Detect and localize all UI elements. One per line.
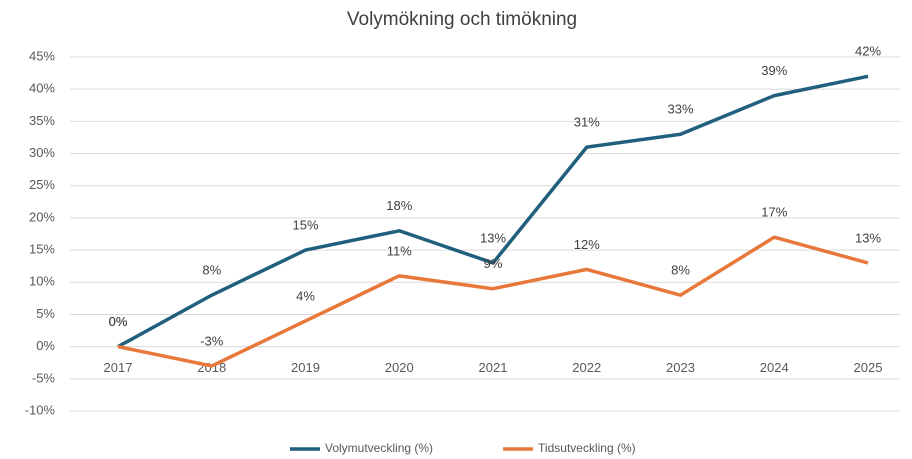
data-label: 11%: [387, 243, 412, 258]
data-label: 15%: [292, 218, 318, 233]
data-label: -3%: [200, 333, 224, 348]
data-label: 8%: [202, 263, 221, 278]
y-tick-label: 40%: [29, 81, 55, 96]
series-line: [117, 235, 869, 368]
data-label: 12%: [574, 237, 600, 252]
y-tick-label: 0%: [36, 338, 55, 353]
data-label: 18%: [386, 198, 412, 213]
legend-label: Tidsutveckling (%): [538, 441, 636, 455]
y-tick-label: 45%: [29, 48, 55, 63]
data-label: 33%: [667, 102, 693, 117]
x-tick-label: 2019: [291, 360, 320, 375]
data-label: 0%: [109, 314, 128, 329]
x-tick-label: 2017: [104, 360, 133, 375]
x-tick-label: 2023: [666, 360, 695, 375]
y-tick-label: 25%: [29, 177, 55, 192]
x-tick-label: 2021: [479, 360, 508, 375]
x-tick-label: 2020: [385, 360, 414, 375]
data-label: 39%: [761, 63, 787, 78]
y-tick-label: -5%: [32, 370, 56, 385]
y-tick-label: 10%: [29, 274, 55, 289]
data-label: 42%: [855, 44, 881, 59]
y-tick-label: 20%: [29, 209, 55, 224]
y-tick-label: 5%: [36, 306, 55, 321]
data-label: 4%: [296, 288, 315, 303]
y-tick-label: 15%: [29, 242, 55, 257]
y-tick-label: 35%: [29, 113, 55, 128]
data-label: 31%: [574, 115, 600, 130]
data-label: 9%: [484, 256, 503, 271]
x-tick-label: 2024: [760, 360, 789, 375]
data-label: 13%: [855, 230, 881, 245]
data-label: 0%: [109, 314, 128, 329]
x-tick-label: 2025: [854, 360, 883, 375]
data-label: 13%: [480, 230, 506, 245]
y-tick-label: 30%: [29, 145, 55, 160]
series-line: [117, 74, 869, 349]
chart-title: Volymökning och timökning: [347, 9, 577, 30]
legend-label: Volymutveckling (%): [325, 441, 433, 455]
data-label: 8%: [671, 263, 690, 278]
data-label: 17%: [761, 205, 787, 220]
y-tick-label: -10%: [25, 402, 56, 417]
x-tick-label: 2022: [572, 360, 601, 375]
